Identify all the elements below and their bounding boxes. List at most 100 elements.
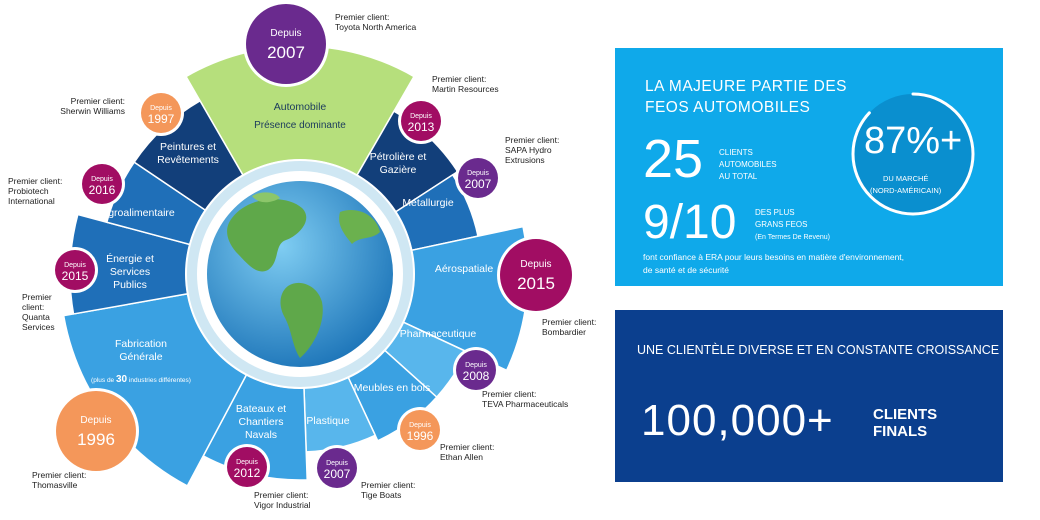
first-client-caption: International: [8, 196, 55, 206]
sector-note-fabrication: (plus de 30 industries différentes): [91, 374, 191, 385]
badge-circle: [500, 239, 572, 311]
badge-circle: [141, 93, 181, 133]
badge-year: 1997: [148, 112, 175, 126]
badge-circle: [246, 4, 326, 84]
badge-year: 2015: [517, 274, 555, 293]
end-clients-label-2: FINALS: [873, 423, 928, 440]
badge-year: 2007: [465, 177, 492, 191]
sector-note-pre: (plus de: [91, 377, 116, 384]
first-client-caption: Premier client:: [482, 389, 536, 399]
market-share-value: 87%+: [864, 120, 963, 162]
badge-circle: [456, 350, 496, 390]
first-client-caption: Premier client:: [335, 12, 389, 22]
sector-label-bateaux: Bateaux et: [236, 403, 286, 415]
first-client-caption: Premier client:: [71, 96, 125, 106]
badge-year: 2007: [324, 467, 351, 481]
sector-note-post: industries différentes): [127, 377, 191, 384]
sector-label-petroliere: Gazière: [380, 164, 417, 176]
first-client-caption: Martin Resources: [432, 84, 499, 94]
industry-wheel-diagram: Automobile Présence dominante Pétrolière e…: [8, 1, 597, 510]
sector-label-peintures: Peintures et: [160, 141, 216, 153]
badge-depuis: Depuis: [64, 262, 86, 269]
sector-label-energie: Services: [110, 266, 150, 278]
sector-ring: Automobile Présence dominante Pétrolière e…: [62, 45, 529, 487]
badge-circle: [400, 410, 440, 450]
badge-depuis: Depuis: [520, 259, 551, 270]
first-client-caption: Premier client:: [32, 470, 86, 480]
sector-label-pharmaceutique: Pharmaceutique: [400, 328, 477, 340]
first-client-caption: Premier: [22, 292, 52, 302]
badge-year: 1996: [407, 429, 434, 443]
first-client-caption: SAPA Hydro: [505, 145, 552, 155]
badge-circle: [227, 447, 267, 487]
sector-label-automobile: Automobile: [274, 101, 327, 113]
globe-icon: [207, 181, 393, 367]
first-client-caption: client:: [22, 302, 44, 312]
sector-label-automobile: Présence dominante: [254, 120, 346, 131]
continent-north-america: [227, 199, 307, 272]
badge-year: 1996: [77, 430, 115, 449]
badge-circle: [56, 391, 136, 471]
first-client-caption: Extrusions: [505, 155, 545, 165]
end-clients-label-1: CLIENTS: [873, 406, 938, 423]
sector-note-number: 30: [116, 374, 128, 385]
first-client-caption: Probiotech: [8, 186, 49, 196]
first-client-caption: Vigor Industrial: [254, 500, 311, 510]
badge-depuis: Depuis: [270, 28, 301, 39]
badge-depuis: Depuis: [80, 415, 111, 426]
badge-year: 2007: [267, 43, 305, 62]
badge-depuis: Depuis: [150, 105, 172, 112]
sector-label-bateaux: Chantiers: [239, 416, 284, 428]
stat-share-note: (En Termes De Revenu): [755, 234, 830, 241]
sector-label-plastique: Plastique: [306, 415, 349, 427]
first-client-caption: Bombardier: [542, 327, 586, 337]
sector-label-peintures: Revêtements: [157, 154, 219, 166]
stat-clients-label-3: AU TOTAL: [719, 172, 758, 181]
badge-year: 2015: [62, 269, 89, 283]
badge-circle: [458, 158, 498, 198]
first-client-caption: Toyota North America: [335, 22, 417, 32]
sector-label-energie: Énergie et: [106, 252, 154, 265]
stat-clients-label-2: AUTOMOBILES: [719, 160, 777, 169]
first-client-caption: TEVA Pharmaceuticals: [482, 399, 568, 409]
badge-depuis: Depuis: [410, 113, 432, 120]
sector-label-energie: Publics: [113, 279, 147, 291]
automotive-oem-panel: LA MAJEURE PARTIE DES FEOS AUTOMOBILES 2…: [615, 48, 1003, 286]
badge-depuis: Depuis: [326, 460, 348, 467]
first-client-caption: Services: [22, 322, 55, 332]
first-client-caption: Sherwin Williams: [60, 106, 125, 116]
badge-circle: [82, 164, 122, 204]
stat-share-value: 9/10: [643, 196, 737, 249]
bottom-panel-heading: UNE CLIENTÈLE DIVERSE ET EN CONSTANTE CR…: [637, 343, 1000, 357]
first-client-caption: Premier client:: [361, 480, 415, 490]
market-share-gauge-arc: [851, 92, 975, 216]
badge-circle: [317, 448, 357, 488]
badge-circle: [55, 250, 95, 290]
badge-year: 2012: [234, 466, 261, 480]
badge-depuis: Depuis: [467, 170, 489, 177]
stat-share-label-1: DES PLUS: [755, 208, 795, 217]
continent-south-america: [280, 282, 323, 358]
badge-depuis: Depuis: [91, 176, 113, 183]
continent-europe: [339, 210, 380, 244]
sector-label-fabrication: Fabrication: [115, 338, 167, 350]
first-client-caption: Ethan Allen: [440, 452, 483, 462]
first-client-caption: Quanta: [22, 312, 50, 322]
sector-label-metallurgie: Métallurgie: [402, 197, 454, 209]
first-client-caption: Premier client:: [8, 176, 62, 186]
stat-clients-value: 25: [643, 129, 704, 189]
market-share-label-2: (NORD-AMÉRICAIN): [870, 186, 942, 195]
first-client-caption: Thomasville: [32, 480, 78, 490]
badge-depuis: Depuis: [409, 422, 431, 429]
sector-label-aerospatiale: Aérospatiale: [435, 263, 494, 275]
stat-share-label-2: GRANS FEOS: [755, 220, 808, 229]
end-clients-value: 100,000+: [641, 396, 834, 445]
market-share-gauge: [851, 92, 975, 216]
